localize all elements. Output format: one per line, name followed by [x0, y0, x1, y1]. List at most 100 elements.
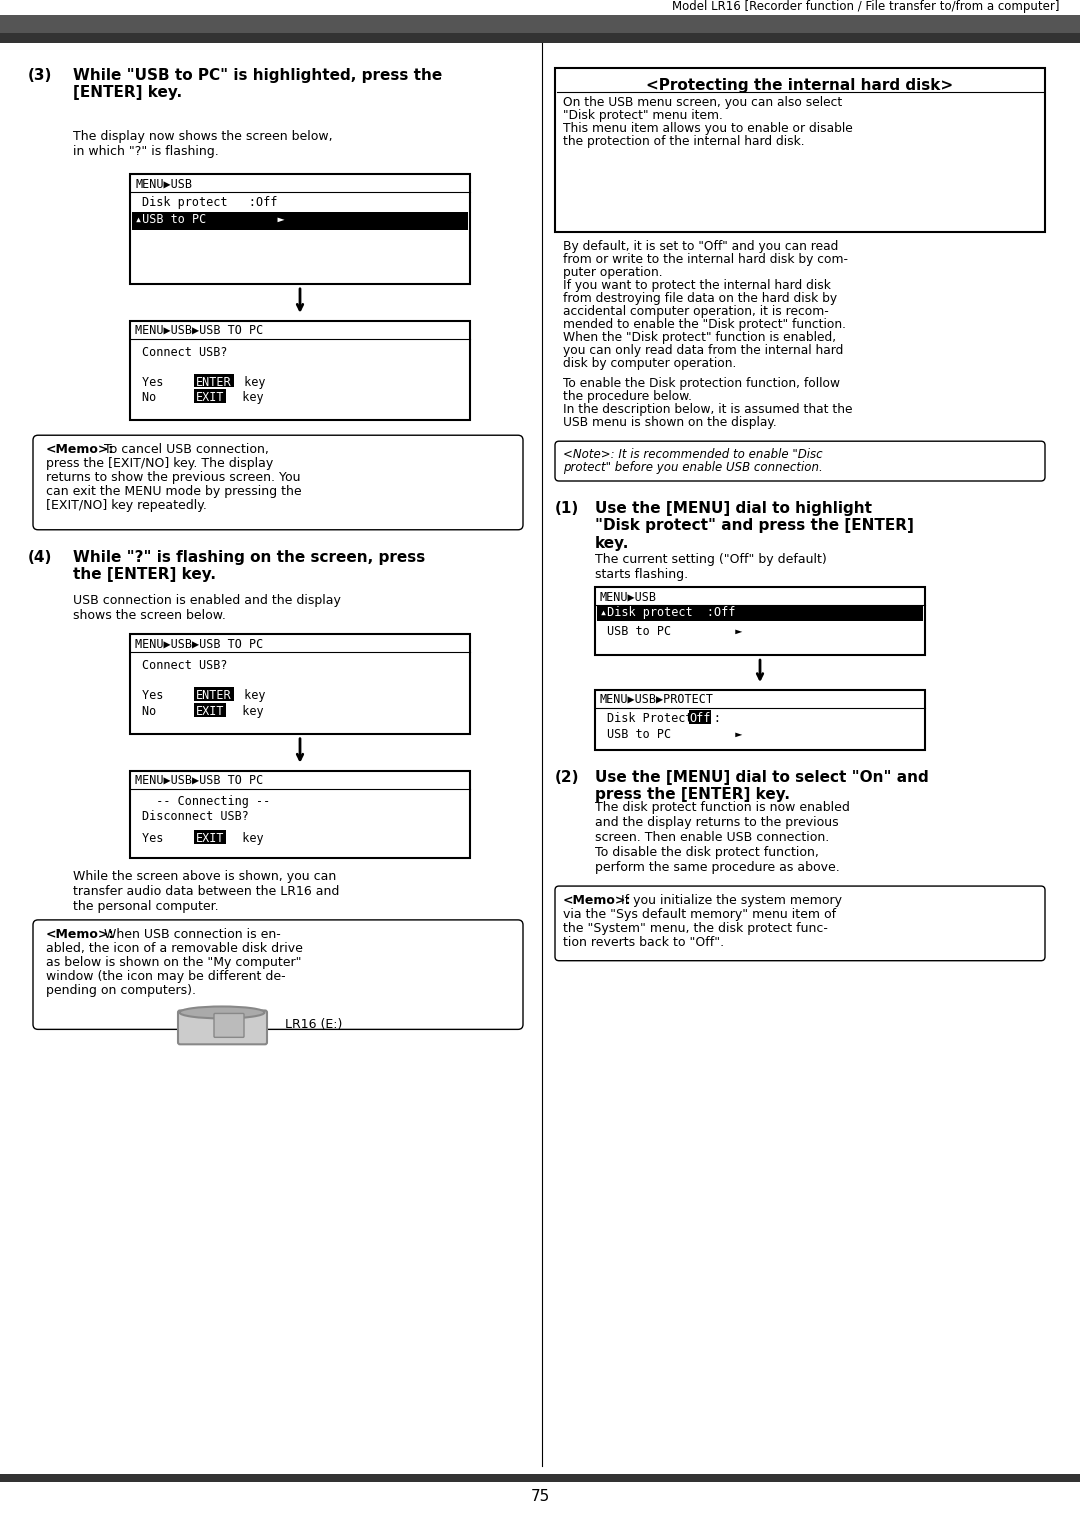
Text: EXIT: EXIT — [195, 392, 225, 404]
Text: This menu item allows you to enable or disable: This menu item allows you to enable or d… — [563, 122, 853, 134]
Text: Yes    :: Yes : — [141, 690, 199, 702]
Text: EXIT: EXIT — [195, 832, 225, 845]
Text: Connect USB?: Connect USB? — [141, 346, 228, 359]
Text: When the "Disk protect" function is enabled,: When the "Disk protect" function is enab… — [563, 331, 836, 343]
Text: key: key — [237, 690, 266, 702]
Text: the protection of the internal hard disk.: the protection of the internal hard disk… — [563, 134, 805, 148]
Text: [EXIT/NO] key repeatedly.: [EXIT/NO] key repeatedly. — [46, 499, 207, 511]
Text: Disconnect USB?: Disconnect USB? — [141, 810, 248, 824]
Bar — [194, 389, 226, 403]
Text: returns to show the previous screen. You: returns to show the previous screen. You — [46, 472, 300, 484]
Text: the procedure below.: the procedure below. — [563, 391, 692, 403]
Text: 75: 75 — [530, 1489, 550, 1503]
Text: To enable the Disk protection function, follow: To enable the Disk protection function, … — [563, 377, 840, 391]
Text: Connect USB?: Connect USB? — [141, 659, 228, 671]
FancyBboxPatch shape — [33, 435, 523, 530]
Text: (3): (3) — [28, 69, 52, 82]
Text: USB to PC         ►: USB to PC ► — [607, 728, 742, 740]
Text: pending on computers).: pending on computers). — [46, 984, 195, 996]
Text: you can only read data from the internal hard: you can only read data from the internal… — [563, 343, 843, 357]
Text: mended to enable the "Disk protect" function.: mended to enable the "Disk protect" func… — [563, 317, 846, 331]
Text: the "System" menu, the disk protect func-: the "System" menu, the disk protect func… — [563, 922, 828, 935]
Text: key: key — [228, 832, 264, 845]
Text: The current setting ("Off" by default)
starts flashing.: The current setting ("Off" by default) s… — [595, 552, 827, 581]
Text: abled, the icon of a removable disk drive: abled, the icon of a removable disk driv… — [46, 942, 302, 955]
Text: Disk Protect   :: Disk Protect : — [607, 713, 721, 725]
Text: USB connection is enabled and the display
shows the screen below.: USB connection is enabled and the displa… — [73, 595, 341, 623]
Bar — [555, 69, 1045, 232]
Text: No     :: No : — [141, 705, 199, 717]
Text: Model LR16 [Recorder function / File transfer to/from a computer]: Model LR16 [Recorder function / File tra… — [673, 0, 1059, 12]
Text: from destroying file data on the hard disk by: from destroying file data on the hard di… — [563, 291, 837, 305]
Text: "Disk protect" menu item.: "Disk protect" menu item. — [563, 108, 723, 122]
Bar — [194, 374, 234, 388]
Text: MENU▶USB▶USB TO PC: MENU▶USB▶USB TO PC — [135, 324, 264, 337]
Text: EXIT: EXIT — [195, 705, 225, 717]
Text: from or write to the internal hard disk by com-: from or write to the internal hard disk … — [563, 253, 848, 266]
Text: as below is shown on the "My computer": as below is shown on the "My computer" — [46, 955, 301, 969]
Text: While the screen above is shown, you can
transfer audio data between the LR16 an: While the screen above is shown, you can… — [73, 870, 339, 913]
Text: While "?" is flashing on the screen, press
the [ENTER] key.: While "?" is flashing on the screen, pre… — [73, 549, 426, 581]
Text: Use the [MENU] dial to select "On" and
press the [ENTER] key.: Use the [MENU] dial to select "On" and p… — [595, 769, 929, 803]
Bar — [130, 771, 470, 858]
Text: The display now shows the screen below,
in which "?" is flashing.: The display now shows the screen below, … — [73, 130, 333, 157]
Bar — [130, 320, 470, 420]
Text: key: key — [237, 375, 266, 389]
Bar — [194, 703, 226, 717]
Text: If you want to protect the internal hard disk: If you want to protect the internal hard… — [563, 279, 831, 291]
Text: To cancel USB connection,: To cancel USB connection, — [100, 443, 269, 456]
Text: ENTER: ENTER — [195, 690, 231, 702]
Text: MENU▶USB: MENU▶USB — [135, 177, 192, 191]
Text: key: key — [228, 705, 264, 717]
Text: Disk protect   :Off: Disk protect :Off — [141, 197, 278, 209]
Text: <Memo>:: <Memo>: — [46, 443, 114, 456]
Text: When USB connection is en-: When USB connection is en- — [100, 928, 281, 942]
Bar — [0, 15, 1080, 34]
Text: In the description below, it is assumed that the: In the description below, it is assumed … — [563, 403, 852, 417]
FancyBboxPatch shape — [214, 1013, 244, 1038]
Bar — [130, 174, 470, 284]
Text: If you initialize the system memory: If you initialize the system memory — [617, 894, 842, 906]
Text: Off: Off — [690, 713, 711, 725]
Text: MENU▶USB: MENU▶USB — [600, 591, 657, 603]
Ellipse shape — [179, 1007, 265, 1018]
Text: protect" before you enable USB connection.: protect" before you enable USB connectio… — [563, 461, 823, 475]
Text: <Memo>:: <Memo>: — [46, 928, 114, 942]
Bar — [0, 1474, 1080, 1482]
Text: window (the icon may be different de-: window (the icon may be different de- — [46, 969, 285, 983]
Bar — [595, 690, 924, 749]
Bar — [194, 830, 226, 844]
Text: Yes    :: Yes : — [141, 375, 199, 389]
Bar — [597, 606, 923, 621]
Text: Yes    :: Yes : — [141, 832, 199, 845]
Text: MENU▶USB▶USB TO PC: MENU▶USB▶USB TO PC — [135, 774, 264, 786]
Bar — [130, 635, 470, 734]
Bar — [194, 687, 234, 700]
Text: While "USB to PC" is highlighted, press the
[ENTER] key.: While "USB to PC" is highlighted, press … — [73, 69, 442, 101]
Bar — [595, 588, 924, 655]
Text: (4): (4) — [28, 549, 52, 565]
Text: key: key — [228, 392, 264, 404]
Text: The disk protect function is now enabled
and the display returns to the previous: The disk protect function is now enabled… — [595, 801, 850, 874]
FancyBboxPatch shape — [178, 1010, 267, 1044]
Text: USB menu is shown on the display.: USB menu is shown on the display. — [563, 417, 777, 429]
Text: No     :: No : — [141, 392, 199, 404]
Bar — [0, 34, 1080, 43]
Text: LR16 (E:): LR16 (E:) — [285, 1018, 342, 1032]
Text: <Protecting the internal hard disk>: <Protecting the internal hard disk> — [647, 78, 954, 93]
Text: USB to PC         ►: USB to PC ► — [607, 626, 742, 638]
Text: <Memo>:: <Memo>: — [563, 894, 632, 906]
Text: tion reverts back to "Off".: tion reverts back to "Off". — [563, 935, 724, 949]
Text: Use the [MENU] dial to highlight
"Disk protect" and press the [ENTER]
key.: Use the [MENU] dial to highlight "Disk p… — [595, 501, 914, 551]
Text: (2): (2) — [555, 769, 580, 784]
Text: press the [EXIT/NO] key. The display: press the [EXIT/NO] key. The display — [46, 458, 273, 470]
FancyBboxPatch shape — [555, 887, 1045, 961]
Text: ENTER: ENTER — [195, 375, 231, 389]
Text: puter operation.: puter operation. — [563, 266, 663, 279]
Text: disk by computer operation.: disk by computer operation. — [563, 357, 737, 369]
Text: accidental computer operation, it is recom-: accidental computer operation, it is rec… — [563, 305, 828, 317]
Text: (1): (1) — [555, 501, 579, 516]
FancyBboxPatch shape — [555, 441, 1045, 481]
Text: -- Connecting --: -- Connecting -- — [141, 795, 270, 809]
Text: ▴USB to PC          ►: ▴USB to PC ► — [135, 214, 285, 226]
